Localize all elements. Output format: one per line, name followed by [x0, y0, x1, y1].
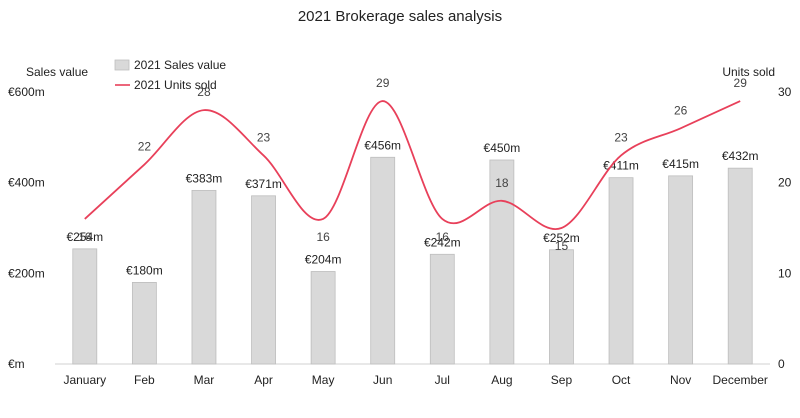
left-axis-ticks: €m €200m €400m €600m	[8, 85, 45, 371]
bar	[549, 249, 574, 365]
left-tick-label: €600m	[8, 85, 45, 99]
x-tick-label: December	[713, 373, 768, 387]
x-tick-label: Aug	[491, 373, 512, 387]
right-tick-label: 20	[778, 176, 792, 190]
line-value-label: 23	[257, 130, 271, 144]
bar	[668, 175, 694, 365]
right-tick-label: 0	[778, 357, 785, 371]
right-tick-label: 10	[778, 266, 792, 280]
x-axis-ticks: January Feb Mar Apr May Jun Jul Aug Sep Oct Nov Dec…	[63, 373, 767, 387]
right-axis-ticks: 0 10 20 30	[778, 85, 792, 371]
x-tick-label: January	[63, 373, 106, 387]
line-value-label: 29	[734, 76, 748, 90]
bar-series	[72, 156, 753, 365]
bar-value-label: €242m	[424, 235, 461, 249]
x-tick-label: Jun	[373, 373, 392, 387]
left-tick-label: €m	[8, 357, 25, 371]
bar-value-label: €204m	[305, 253, 342, 267]
left-axis-title: Sales value	[26, 65, 88, 79]
bar	[191, 189, 217, 365]
bar-value-label: €415m	[662, 157, 699, 171]
line-value-label: 16	[78, 230, 92, 244]
bar-value-label: €456m	[364, 138, 401, 152]
bar-value-label: €432m	[722, 149, 759, 163]
line-labels: 16 22 28 23 16 29 16 18 15 23 26 29	[78, 76, 747, 253]
units-line	[84, 100, 741, 230]
x-tick-label: May	[312, 373, 335, 387]
bar-value-label: €252m	[543, 231, 580, 245]
bar	[72, 248, 98, 365]
line-value-label: 29	[376, 76, 390, 90]
x-tick-label: Apr	[254, 373, 273, 387]
bar	[429, 253, 455, 365]
x-tick-label: Nov	[670, 373, 691, 387]
line-value-label: 16	[436, 230, 450, 244]
line-value-label: 16	[316, 230, 330, 244]
bar	[370, 156, 396, 365]
bar	[251, 195, 276, 365]
line-value-label: 15	[555, 239, 569, 253]
legend-label-sales: 2021 Sales value	[134, 58, 226, 72]
line-value-label: 22	[138, 140, 152, 154]
left-tick-label: €200m	[8, 266, 45, 280]
line-value-label: 26	[674, 103, 688, 117]
chart-title: 2021 Brokerage sales analysis	[298, 8, 502, 25]
x-tick-label: Mar	[194, 373, 215, 387]
left-tick-label: €400m	[8, 176, 45, 190]
bar-value-label: €450m	[484, 141, 521, 155]
line-value-label: 23	[614, 130, 628, 144]
bar	[727, 167, 753, 365]
x-tick-label: Oct	[612, 373, 631, 387]
line-value-label: 28	[197, 85, 211, 99]
x-tick-label: Jul	[435, 373, 450, 387]
legend: 2021 Sales value 2021 Units sold	[114, 58, 226, 92]
bar-value-label: €383m	[186, 171, 223, 185]
right-axis-title: Units sold	[722, 65, 775, 79]
bar-value-label: €371m	[245, 177, 282, 191]
bar	[310, 271, 336, 365]
bar	[131, 281, 157, 365]
bar	[489, 159, 515, 365]
bar	[608, 177, 634, 365]
line-value-label: 18	[495, 176, 509, 190]
right-tick-label: 30	[778, 85, 792, 99]
x-tick-label: Feb	[134, 373, 155, 387]
bar-value-label: €180m	[126, 263, 163, 277]
legend-swatch-bar	[114, 59, 130, 71]
x-tick-label: Sep	[551, 373, 573, 387]
legend-label-units: 2021 Units sold	[134, 78, 217, 92]
bar-value-label: €254m	[66, 230, 103, 244]
bar-value-label: €411m	[603, 159, 639, 173]
bar-labels: €254m €180m €383m €371m €204m €456m €242m €450m…	[66, 138, 758, 277]
